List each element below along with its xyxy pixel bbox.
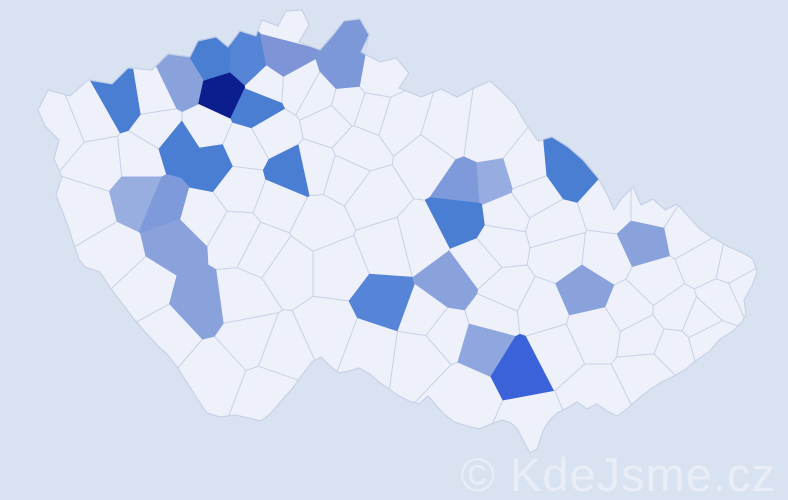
- district-region-05: [230, 88, 285, 129]
- district-cell-72: [213, 312, 279, 372]
- district-region-25: [490, 333, 554, 401]
- highlighted-districts-layer: [90, 18, 670, 401]
- district-region-17: [412, 250, 478, 311]
- district-region-15: [169, 264, 224, 340]
- watermark: © KdeJsme.cz: [460, 448, 776, 500]
- country-outline: [37, 9, 758, 454]
- district-region-11: [262, 144, 310, 197]
- district-region-20: [424, 197, 485, 249]
- district-region-22: [555, 264, 615, 316]
- district-region-23: [616, 220, 670, 267]
- district-region-06: [260, 33, 319, 77]
